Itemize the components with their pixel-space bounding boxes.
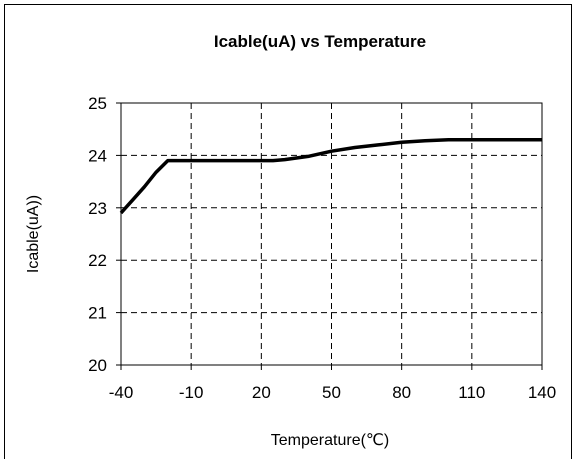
chart-frame xyxy=(4,4,572,459)
y-axis-ticks: 20 21 22 23 24 25 xyxy=(88,94,121,375)
grid-lines xyxy=(121,103,542,365)
x-tick-label: -40 xyxy=(109,383,134,402)
y-tick-label: 24 xyxy=(88,146,107,165)
y-tick-label: 22 xyxy=(88,251,107,270)
x-tick-label: 140 xyxy=(528,383,556,402)
y-tick-label: 25 xyxy=(88,94,107,113)
x-tick-label: 80 xyxy=(392,383,411,402)
y-tick-label: 23 xyxy=(88,199,107,218)
series-group xyxy=(119,137,542,215)
y-tick-label: 20 xyxy=(88,356,107,375)
y-axis-label: Icable(uA)) xyxy=(25,195,42,273)
x-tick-label: 20 xyxy=(252,383,271,402)
y-tick-label: 21 xyxy=(88,304,107,323)
x-tick-label: 110 xyxy=(458,383,485,402)
x-tick-label: 50 xyxy=(322,383,341,402)
x-tick-label: -10 xyxy=(179,383,204,402)
x-axis-ticks: -40 -10 20 50 80 110 140 xyxy=(109,365,556,402)
chart-title: Icable(uA) vs Temperature xyxy=(214,32,426,51)
x-axis-label: Temperature(℃) xyxy=(271,432,389,449)
series-line xyxy=(119,137,542,215)
